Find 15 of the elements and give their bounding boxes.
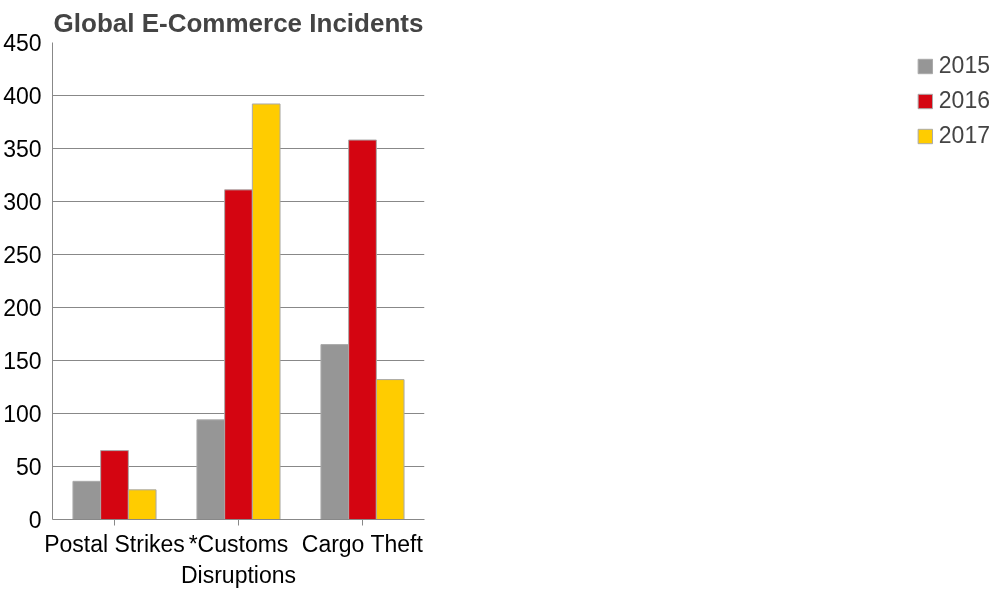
y-tick-label: 300	[3, 189, 42, 215]
legend-label: 2016	[938, 87, 990, 114]
x-tick-label: Cargo Theft	[301, 530, 424, 557]
y-tick-label: 250	[3, 242, 42, 268]
y-tick-label: 100	[3, 401, 42, 427]
y-tick-label: 350	[3, 136, 42, 162]
legend-label: 2017	[938, 122, 990, 149]
y-tick-label: 400	[3, 83, 42, 109]
y-tick-label: 50	[15, 454, 42, 480]
y-tick-label: 200	[3, 295, 42, 321]
y-tick-label: 0	[28, 507, 42, 533]
chart-title: Global E-Commerce Incidents	[53, 7, 424, 38]
y-tick-label: 450	[3, 30, 42, 56]
y-tick-label: 150	[3, 348, 42, 374]
legend-label: 2015	[938, 52, 990, 79]
